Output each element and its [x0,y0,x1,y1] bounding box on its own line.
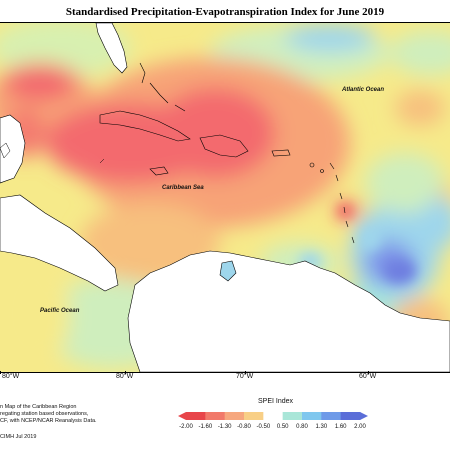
legend-swatch [282,412,303,420]
caribbean-sea-label: Caribbean Sea [162,185,204,191]
legend-tick-label: 0.50 [276,424,289,430]
puerto-rico-outline [271,149,291,157]
cuba-outline [99,110,191,142]
legend-swatch [178,412,186,420]
lon-label-80w: 80°W [116,373,134,380]
spei-map: Atlantic Ocean Caribbean Sea Pacific Oce… [0,22,450,373]
map-title: Standardised Precipitation-Evapotranspir… [65,6,385,18]
pacific-ocean-label: Pacific Ocean [40,308,80,314]
legend-title: SPEI Index [258,398,294,405]
lon-tick [245,371,246,374]
legend-swatch [244,412,264,420]
legend-swatch [360,412,368,420]
lon-tick [0,371,1,374]
lon-label-left: 80°W [2,373,20,380]
footer-note-3: CF, with NCEP/NCAR Reanalysis Data. [0,418,97,424]
lake-maracaibo [219,260,237,282]
legend-swatch [321,412,342,420]
lesser-antilles [309,162,355,244]
florida-landmass [95,23,128,74]
yucatan-landmass [0,114,26,184]
south-america-landmass [127,250,450,372]
legend-colorbar [178,412,368,420]
legend-tick-label: 1.60 [334,424,347,430]
legend-swatch [186,412,206,420]
legend-swatch [205,412,226,420]
lon-tick [125,371,126,374]
legend-tick-label: 2.00 [354,424,366,430]
credit-note: CIMH Jul 2019 [0,434,37,440]
lon-label-70w: 70°W [236,373,254,380]
coast-details [0,142,105,164]
lon-label-60w: 60°W [359,373,377,380]
footer-note-2: regating station based observations, [0,411,89,417]
legend-tick-label: -0.80 [237,424,251,430]
land-masses [0,23,450,372]
jamaica-outline [149,166,169,176]
legend-tick-label: -0.50 [256,424,271,430]
legend-swatch [263,412,284,420]
legend-tick-label: -2.00 [179,424,193,430]
legend-swatch [224,412,245,420]
legend-swatch [302,412,322,420]
central-america-landmass [0,194,119,292]
map-canvas: Atlantic Ocean Caribbean Sea Pacific Oce… [0,23,450,372]
legend-tick-label: 1.30 [315,424,328,430]
footer-note-1: n Map of the Caribbean Region [0,404,77,410]
legend-tick-label: -1.30 [217,424,232,430]
legend-tick-label: -1.60 [198,424,213,430]
legend-tick-label: 0.80 [296,424,308,430]
legend-swatch [340,412,361,420]
bahamas-outline [139,62,146,84]
lon-tick [368,371,369,374]
atlantic-ocean-label: Atlantic Ocean [341,87,384,93]
hispaniola-outline [199,134,249,158]
